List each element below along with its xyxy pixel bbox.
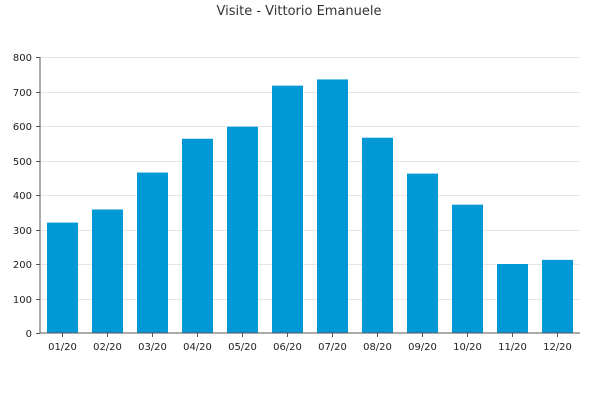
bar[interactable] <box>137 172 168 333</box>
y-tick-label: 400 <box>13 191 32 202</box>
y-axis-ticks: 0 100 200 300 400 500 600 700 800 <box>13 53 40 340</box>
x-axis-ticks: 01/20 02/20 03/20 04/20 05/20 06/20 07/20 08/20… <box>48 333 572 353</box>
bar[interactable] <box>452 204 483 333</box>
bar[interactable] <box>362 137 393 333</box>
bar[interactable] <box>92 209 123 333</box>
x-tick-label: 07/20 <box>318 342 347 353</box>
y-tick-label: 500 <box>13 157 32 168</box>
bar[interactable] <box>317 79 348 333</box>
x-tick-label: 06/20 <box>273 342 302 353</box>
bar[interactable] <box>47 222 78 333</box>
y-tick-label: 600 <box>13 122 32 133</box>
y-tick-label: 100 <box>13 295 32 306</box>
x-tick-label: 08/20 <box>363 342 392 353</box>
x-tick-label: 10/20 <box>453 342 482 353</box>
x-tick-label: 09/20 <box>408 342 437 353</box>
y-tick-label: 300 <box>13 226 32 237</box>
gridlines <box>40 57 580 300</box>
y-tick-label: 0 <box>26 329 32 340</box>
x-tick-label: 04/20 <box>183 342 212 353</box>
bar[interactable] <box>272 85 303 333</box>
bar[interactable] <box>497 264 528 333</box>
bar[interactable] <box>227 126 258 333</box>
chart-title: Visite - Vittorio Emanuele <box>217 4 382 19</box>
x-tick-label: 02/20 <box>93 342 122 353</box>
bar[interactable] <box>182 138 213 333</box>
x-tick-label: 11/20 <box>498 342 527 353</box>
x-tick-label: 03/20 <box>138 342 167 353</box>
bar[interactable] <box>407 173 438 333</box>
x-tick-label: 05/20 <box>228 342 257 353</box>
x-tick-label: 01/20 <box>48 342 77 353</box>
bars <box>47 79 573 333</box>
y-tick-label: 200 <box>13 260 32 271</box>
y-tick-label: 700 <box>13 88 32 99</box>
bar[interactable] <box>542 259 573 333</box>
x-tick-label: 12/20 <box>543 342 572 353</box>
y-tick-label: 800 <box>13 53 32 64</box>
